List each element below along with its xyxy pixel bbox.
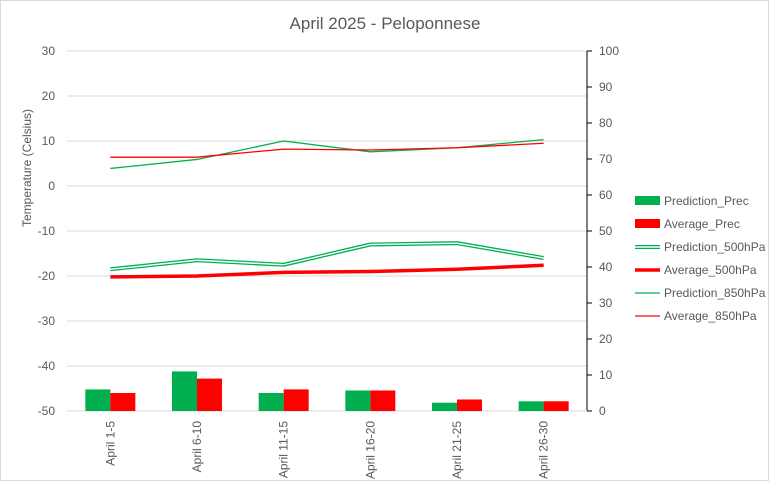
secondary-y-tick-label: 10 bbox=[599, 368, 613, 382]
bar-prediction-prec bbox=[518, 401, 544, 411]
bar-average-prec bbox=[370, 390, 396, 411]
legend-average-850hpa-label: Average_850hPa bbox=[664, 309, 757, 323]
x-tick-label: April 11-15 bbox=[277, 421, 291, 478]
bar-average-prec bbox=[197, 378, 222, 411]
temperature-lines bbox=[110, 139, 545, 279]
legend-prediction-850hpa-label: Prediction_850hPa bbox=[664, 286, 766, 300]
line-prediction-850hpa bbox=[110, 139, 544, 170]
x-axis-labels: April 1-5 April 6-10 April 11-15 April 16-2… bbox=[103, 421, 550, 479]
bar-prediction-prec bbox=[85, 389, 111, 411]
secondary-y-tick-label: 50 bbox=[599, 224, 613, 238]
y-tick-label: -30 bbox=[38, 314, 56, 328]
x-tick-label: April 1-5 bbox=[103, 421, 117, 466]
y-tick-label: 10 bbox=[42, 134, 56, 148]
legend-average-prec-swatch bbox=[635, 219, 660, 228]
y-tick-label: 20 bbox=[42, 89, 56, 103]
secondary-y-tick-label: 90 bbox=[599, 80, 613, 94]
bar-prediction-prec bbox=[172, 371, 197, 411]
legend-prediction-prec-label: Prediction_Prec bbox=[664, 194, 749, 208]
precipitation-bars bbox=[85, 371, 569, 411]
x-tick-label: April 6-10 bbox=[190, 421, 204, 473]
x-tick-label: April 26-30 bbox=[537, 421, 551, 479]
primary-y-ticks: 30 20 10 0 -10 -20 -30 -40 -50 bbox=[38, 44, 56, 418]
line-average-850hpa bbox=[110, 142, 544, 158]
y-tick-label: -40 bbox=[38, 359, 56, 373]
legend-prediction-500hpa-label: Prediction_500hPa bbox=[664, 240, 766, 254]
bar-average-prec bbox=[110, 393, 136, 411]
secondary-y-tick-label: 60 bbox=[599, 188, 613, 202]
legend-prediction-prec-swatch bbox=[635, 196, 660, 205]
secondary-y-tick-label: 0 bbox=[599, 404, 606, 418]
secondary-y-tick-label: 20 bbox=[599, 332, 613, 346]
y-tick-label: 30 bbox=[42, 44, 56, 58]
gridlines bbox=[67, 50, 588, 412]
bar-average-prec bbox=[543, 401, 569, 411]
line-prediction-500hpa-inner bbox=[110, 242, 544, 270]
legend-average-prec-label: Average_Prec bbox=[664, 217, 740, 231]
y-tick-label: -50 bbox=[38, 404, 56, 418]
x-tick-label: April 16-20 bbox=[363, 421, 377, 479]
secondary-y-tick-label: 100 bbox=[599, 44, 619, 58]
bar-average-prec bbox=[283, 389, 309, 411]
bar-average-prec bbox=[457, 399, 482, 411]
secondary-y-tick-label: 40 bbox=[599, 260, 613, 274]
bar-prediction-prec bbox=[432, 402, 457, 411]
y-tick-label: 0 bbox=[48, 179, 55, 193]
y-axis-title: Temperature (Celsius) bbox=[20, 109, 34, 227]
y-tick-label: -10 bbox=[38, 224, 56, 238]
secondary-y-tick-label: 70 bbox=[599, 152, 613, 166]
line-average-500hpa bbox=[110, 263, 544, 279]
chart-title: April 2025 - Peloponnese bbox=[290, 14, 481, 33]
bar-prediction-prec bbox=[258, 393, 284, 411]
secondary-y-tick-label: 30 bbox=[599, 296, 613, 310]
legend-average-500hpa-label: Average_500hPa bbox=[664, 263, 757, 277]
legend: Prediction_Prec Average_Prec Prediction_50… bbox=[635, 194, 766, 323]
x-tick-label: April 21-25 bbox=[450, 421, 464, 479]
secondary-y-tick-label: 80 bbox=[599, 116, 613, 130]
bar-prediction-prec bbox=[345, 390, 371, 411]
y-tick-label: -20 bbox=[38, 269, 56, 283]
